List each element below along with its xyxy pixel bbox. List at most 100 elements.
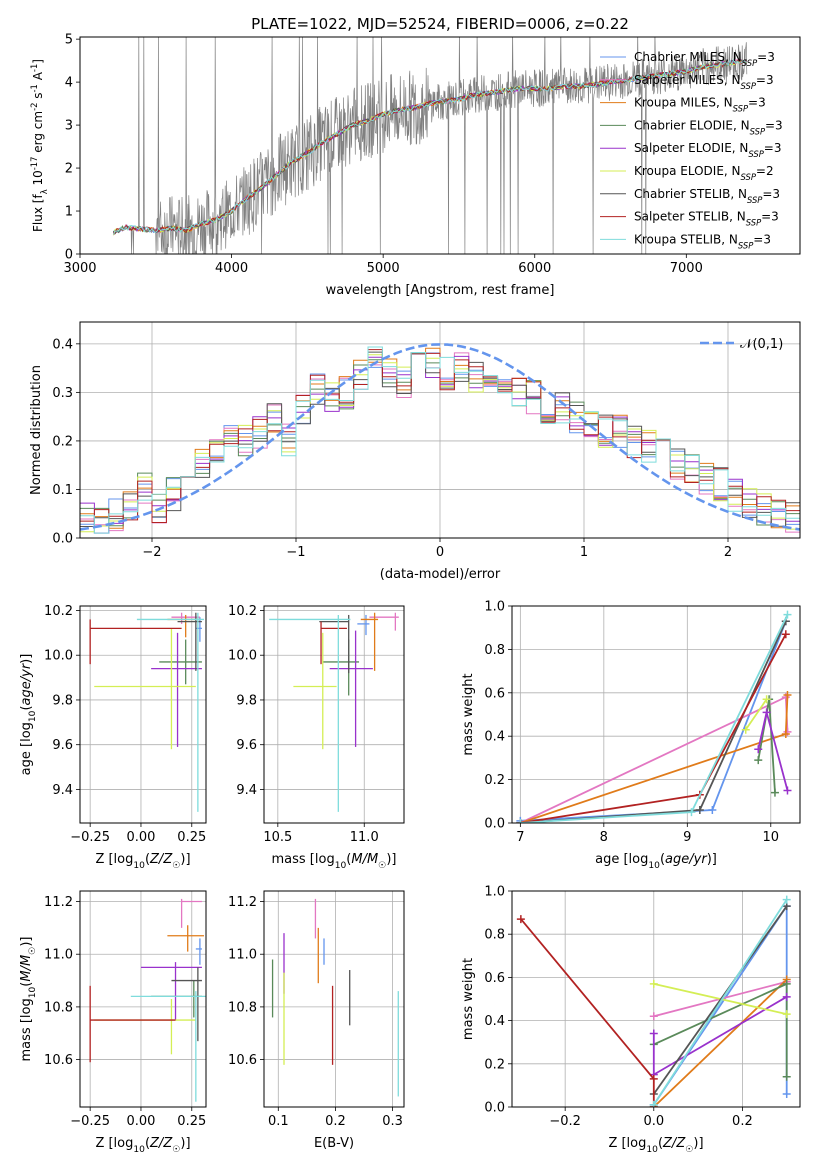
plot-area <box>112 37 748 254</box>
errorbar-point <box>357 614 370 636</box>
plus-marker <box>783 610 792 619</box>
y-tick-label: 10.8 <box>228 1000 257 1015</box>
plus-marker <box>782 1072 791 1081</box>
y-tick-label: 0.8 <box>484 643 505 658</box>
errorbar-point <box>89 619 182 665</box>
y-tick-label: 0.0 <box>484 1101 505 1116</box>
y-tick-label: 10.0 <box>44 649 73 664</box>
x-tick-label: 10.5 <box>263 830 292 845</box>
y-tick-label: 3 <box>65 119 73 134</box>
axes-frame <box>79 36 801 255</box>
y-axis-label: mass weight <box>461 958 476 1040</box>
axes-frame <box>263 890 405 1108</box>
x-tick-label: 4000 <box>215 261 248 276</box>
x-tick-label: 8 <box>600 830 608 845</box>
plus-marker <box>649 1029 658 1038</box>
y-tick-label: 0.8 <box>484 928 505 943</box>
plus-marker <box>782 992 791 1001</box>
legend-label: Salpeter STELIB, NSSP=3 <box>634 210 779 228</box>
x-tick-label: 7 <box>516 830 524 845</box>
y-tick-label: 5 <box>65 33 73 48</box>
y-tick-label: 9.4 <box>236 783 257 798</box>
x-tick-label: 0.25 <box>177 830 206 845</box>
errorbar-point <box>89 985 176 1063</box>
histogram-series <box>80 346 800 534</box>
plus-marker <box>516 819 525 823</box>
legend-label: Salpeter MILES, NSSP=3 <box>634 73 774 91</box>
errorbar-point <box>195 617 202 642</box>
y-tick-label: 11.0 <box>228 948 257 963</box>
x-tick-label: −2 <box>142 545 161 560</box>
mass-weight-line <box>653 978 788 1107</box>
plus-marker <box>649 1100 658 1107</box>
panel-mass-vs-Z: −0.25 0.00 0.25 10.6 10.8 11.0 11.2 Z [log10(Z/… <box>19 890 207 1155</box>
plus-marker <box>516 915 525 924</box>
axes-frame <box>263 605 405 824</box>
mass-weight-line <box>744 698 768 731</box>
x-axis-label: mass [log10(M/M☉)] <box>272 852 397 871</box>
y-tick-label: 10.6 <box>228 1053 257 1068</box>
errorbar-point <box>195 938 202 965</box>
plus-marker <box>783 690 792 699</box>
errorbar-point <box>269 614 351 812</box>
y-tick-label: 11.2 <box>228 895 257 910</box>
panel-age-vs-mass: 10.5 11.0 9.4 9.6 9.8 10.0 10.2 mass [log10(M/M… <box>228 604 405 871</box>
y-tick-label: 9.4 <box>52 783 73 798</box>
y-tick-label: 1.0 <box>484 600 505 615</box>
model-spectrum-line <box>112 59 747 235</box>
panel-mass-weight-vs-Z: −0.2 0.0 0.2 0.0 0.2 0.4 0.6 0.8 1.0 Z [log10(Z/Z… <box>461 885 801 1155</box>
y-tick-label: 9.8 <box>52 693 73 708</box>
panel-mass-weight-vs-age: 7 8 9 10 0.0 0.2 0.4 0.6 0.8 1.0 age [log10(age/yr… <box>461 600 801 871</box>
x-tick-label: −0.2 <box>549 1114 581 1129</box>
legend-label: Kroupa STELIB, NSSP=3 <box>634 232 771 250</box>
plus-marker <box>762 695 771 704</box>
legend-label: Kroupa MILES, NSSP=3 <box>634 96 766 114</box>
legend-label: 𝒩(0,1) <box>740 337 783 352</box>
y-tick-label: 0.0 <box>484 817 505 832</box>
plus-marker <box>762 708 771 717</box>
x-axis-label: Z [log10(Z/Z☉)] <box>95 852 190 871</box>
errorbar-point <box>167 614 200 638</box>
plot-area <box>89 898 206 1102</box>
x-tick-label: 0 <box>436 545 444 560</box>
y-axis-label: Flux [fλ 10-17 erg cm-2 s-1 A-1] <box>29 59 49 232</box>
normal-curve <box>80 343 800 531</box>
y-tick-label: 2 <box>65 162 73 177</box>
y-tick-label: 0.2 <box>484 773 505 788</box>
y-tick-label: 0.6 <box>484 686 505 701</box>
y-tick-label: 0.6 <box>484 971 505 986</box>
histogram-series <box>80 349 800 523</box>
plus-marker <box>782 979 791 988</box>
y-tick-label: 10.2 <box>44 604 73 619</box>
y-tick-label: 9.8 <box>236 693 257 708</box>
y-tick-label: 0.4 <box>484 1014 505 1029</box>
x-tick-label: 11.0 <box>350 830 379 845</box>
errorbar-point <box>94 628 196 750</box>
errorbar-point <box>320 621 347 665</box>
y-axis-label: mass weight <box>461 673 476 755</box>
y-tick-label: 0.3 <box>52 386 73 401</box>
plus-marker <box>781 630 790 639</box>
errorbar-point <box>151 632 202 747</box>
y-tick-label: 0.2 <box>484 1057 505 1072</box>
model-spectrum-line <box>112 58 747 235</box>
errorbar-point <box>293 632 337 750</box>
y-tick-label: 10.6 <box>44 1053 73 1068</box>
x-tick-label: 3000 <box>63 261 96 276</box>
y-tick-label: 11.0 <box>44 948 73 963</box>
y-tick-label: 9.6 <box>52 738 73 753</box>
y-tick-label: 1 <box>65 205 73 220</box>
y-tick-label: 0.0 <box>52 532 73 547</box>
legend: 𝒩(0,1) <box>700 337 783 352</box>
x-tick-label: −1 <box>286 545 305 560</box>
panel-residuals: 𝒩(0,1) −2 −1 0 1 2 0.0 0.1 0.2 0.3 0.4 (data-model)… <box>29 321 801 582</box>
y-tick-label: 9.6 <box>236 738 257 753</box>
plus-marker <box>649 1074 658 1083</box>
y-tick-label: 1.0 <box>484 885 505 900</box>
legend-label: Kroupa ELODIE, NSSP=2 <box>634 164 774 182</box>
plus-marker <box>754 756 763 765</box>
x-tick-label: 2 <box>724 545 732 560</box>
y-tick-label: 0.2 <box>52 434 73 449</box>
legend-label: Salpeter ELODIE, NSSP=3 <box>634 141 782 159</box>
